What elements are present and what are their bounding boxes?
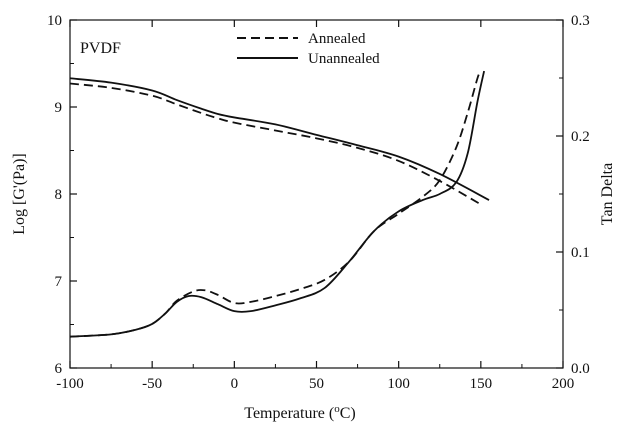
series-line-unannealed-tan-delta <box>69 70 485 338</box>
y-tick-label: 8 <box>55 187 63 203</box>
x-axis-title-main: Temperature ( <box>244 405 334 422</box>
y-tick-label: 6 <box>55 361 63 377</box>
x-tick-label: 150 <box>470 376 493 392</box>
x-axis-title-degree: o <box>334 403 340 415</box>
x-axis-title-unit: C) <box>340 405 356 422</box>
y2-tick-label: 0.1 <box>571 245 590 261</box>
y-tick-label: 9 <box>55 100 63 116</box>
x-tick-label: -50 <box>142 376 162 392</box>
x-tick-label: -100 <box>56 376 84 392</box>
legend-label-annealed: Annealed <box>308 31 366 47</box>
x-tick-label: 100 <box>387 376 410 392</box>
legend: Annealed Unannealed <box>237 31 380 67</box>
series-line-annealed-tan-delta <box>69 70 482 338</box>
y2-axis-title: Tan Delta <box>599 163 616 225</box>
x-tick-label: 50 <box>309 376 324 392</box>
chart-annotation: PVDF <box>80 40 121 57</box>
y-axis-title: Log [G'(Pa)] <box>11 153 28 235</box>
y-tick-label: 10 <box>47 13 62 29</box>
x-axis-title: Temperature (oC) <box>244 403 355 422</box>
y2-tick-label: 0.3 <box>571 13 590 29</box>
legend-label-unannealed: Unannealed <box>308 51 380 67</box>
series-layer <box>69 70 490 338</box>
x-tick-label: 200 <box>552 376 575 392</box>
y2-tick-label: 0.2 <box>571 129 590 145</box>
y-tick-label: 7 <box>55 274 63 290</box>
y2-tick-label: 0.0 <box>571 361 590 377</box>
axis-ticks: -100 -50 0 50 100 150 200 6 7 8 9 10 0.0 0.1 0.2 0.3 <box>47 13 590 392</box>
x-tick-label: 0 <box>231 376 239 392</box>
series-line-unannealed-storage-modulus <box>69 77 490 201</box>
series-line-annealed-storage-modulus <box>69 82 482 206</box>
